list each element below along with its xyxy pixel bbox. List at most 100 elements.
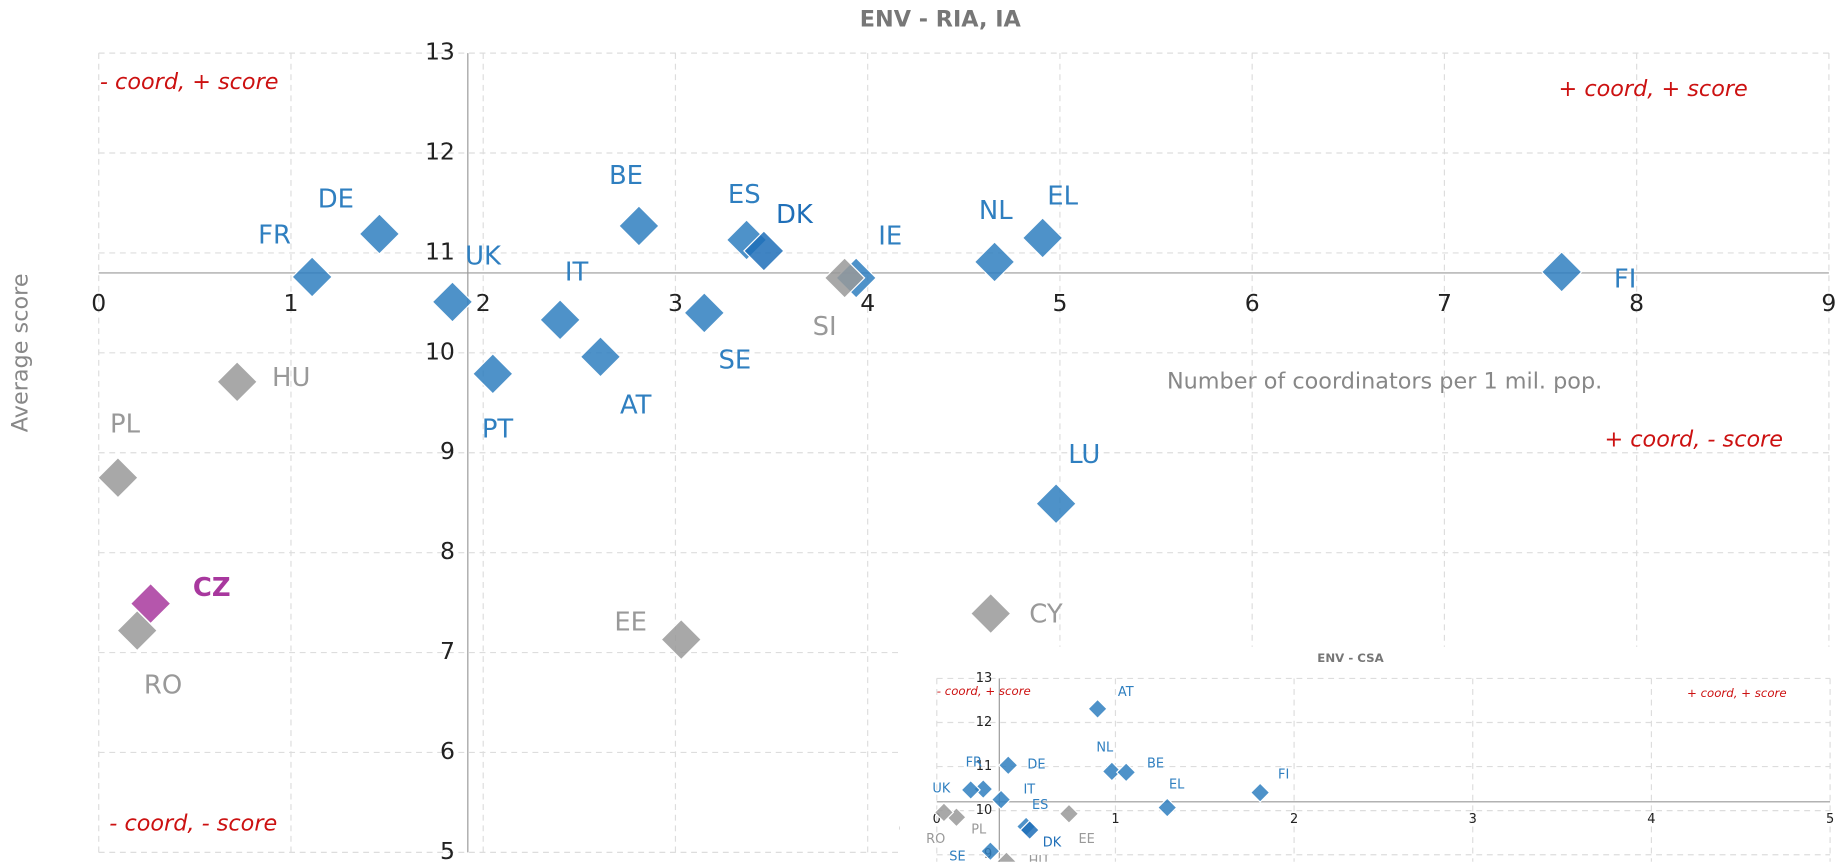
point-label: DE [318,184,354,214]
point [1540,251,1583,293]
x-tick-label: 0 [91,289,106,317]
point [1035,482,1077,525]
point [216,360,258,403]
point-label: IE [878,221,902,251]
y-tick-label: 5 [440,837,455,862]
x-tick-label: 5 [1826,812,1834,827]
point [1115,762,1137,783]
quadrant-label: + coord, + score [1687,686,1787,700]
point-label: FI [1614,265,1637,295]
point [358,213,401,255]
chart-title: ENV - RIA, IA [860,7,1022,33]
point-label: FR [966,756,982,771]
point [990,789,1012,810]
point [972,778,994,800]
y-tick-label: 6 [440,737,455,765]
point [660,618,703,661]
x-tick-label: 2 [476,289,491,317]
point [97,456,139,499]
y-tick-label: 13 [976,671,992,686]
y-tick-label: 13 [425,38,455,66]
point [933,802,955,823]
point-label: ES [728,180,761,210]
y-tick-label: 10 [425,337,455,365]
point-label: IT [565,257,589,287]
x-tick-label: 1 [1111,812,1119,827]
point-label: EE [614,608,647,638]
point [969,592,1012,635]
quadrant-label: + coord, - score [1604,426,1783,452]
x-tick-label: 5 [1052,289,1067,317]
point [1058,803,1080,824]
point-label: DK [776,200,814,230]
point [823,257,866,299]
point [996,851,1017,862]
point-label: NL [1096,740,1114,755]
point-label: BE [1147,757,1164,772]
x-tick-label: 4 [860,289,875,317]
point [539,299,581,341]
x-tick-label: 7 [1437,289,1452,317]
point-label: EL [1169,778,1185,793]
point [1101,761,1123,782]
point-label: CZ [193,573,231,603]
point-label: BE [609,161,643,191]
point-label: FR [258,220,291,250]
point [1249,782,1271,803]
y-axis-title: Average score [8,273,34,432]
y-tick-label: 10 [976,803,992,818]
y-tick-label: 7 [440,637,455,665]
quadrant-label: - coord, - score [109,811,277,837]
x-axis-title: Number of coordinators per 1 mil. pop. [1167,369,1602,395]
y-tick-label: 8 [440,537,455,565]
point-label: UK [465,242,502,272]
point [472,353,514,395]
point [1157,797,1178,818]
quadrant-label: + coord, + score [1559,76,1748,102]
point [1087,698,1108,720]
point-label: AT [1118,685,1134,700]
point-label: PL [971,823,987,838]
x-tick-label: 0 [933,812,941,827]
point-label: UK [932,781,950,796]
point [431,281,474,323]
x-tick-label: 1 [283,289,298,317]
point [291,256,333,298]
point [973,241,1016,283]
point-label: SE [718,346,751,376]
x-tick-label: 3 [1469,812,1477,827]
y-tick-label: 11 [976,759,992,774]
point-label: NL [979,196,1013,226]
x-tick-label: 2 [1290,812,1298,827]
point-label: DK [1043,835,1062,850]
point [998,755,1019,776]
point-label: LU [1068,440,1100,470]
point-label: EL [1047,181,1078,211]
chart-title: ENV - CSA [1317,651,1384,665]
inset-background [899,646,1843,862]
quadrant-label: - coord, + score [937,684,1031,698]
point-label: SI [813,312,837,342]
point [683,292,726,334]
point [129,582,172,625]
point-label: AT [620,391,652,421]
point-label: PT [482,415,514,445]
y-tick-label: 11 [425,237,455,265]
point-label: SE [949,850,965,862]
x-tick-label: 4 [1647,812,1655,827]
x-tick-label: 8 [1629,289,1644,317]
x-tick-label: 6 [1245,289,1260,317]
y-axis-title: Average score [886,781,900,862]
point-label: PL [110,409,141,439]
x-tick-label: 3 [668,289,683,317]
point [743,230,785,272]
point [960,779,981,801]
point-label: IT [1023,783,1035,798]
y-tick-label: 12 [425,138,455,166]
point-label: ES [1032,798,1048,813]
point-label: EE [1078,832,1094,847]
point [1019,819,1040,841]
